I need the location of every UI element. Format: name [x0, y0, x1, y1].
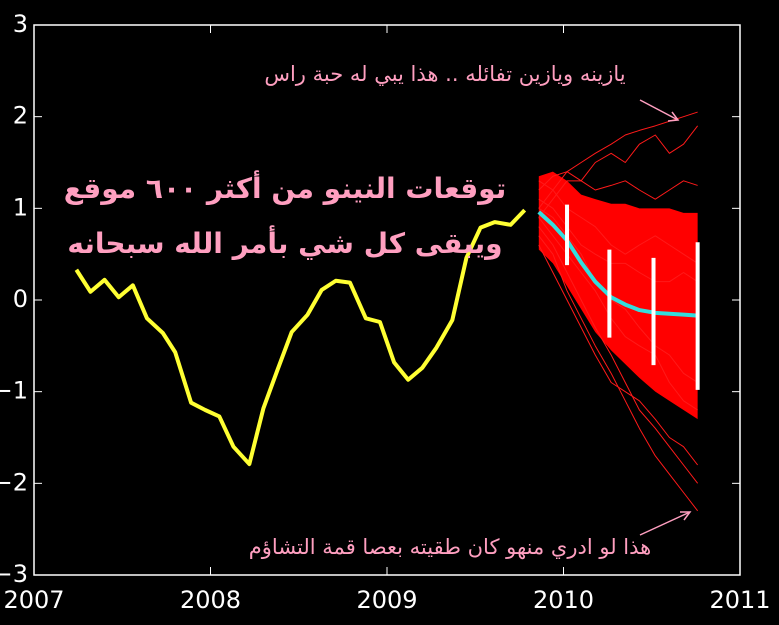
arrow-head — [667, 111, 680, 122]
x-tick-label: 2008 — [180, 586, 241, 614]
y-tick-label: −2 — [0, 468, 28, 496]
arrow — [639, 511, 691, 536]
x-tick-label: 2011 — [709, 586, 770, 614]
annotation: هذا لو ادري منهو كان طقيته بعصا قمة التش… — [249, 535, 651, 559]
y-tick-label: 1 — [13, 193, 28, 221]
y-tick-label: 0 — [13, 285, 28, 313]
arrow-head — [680, 511, 692, 521]
y-tick-label: −1 — [0, 377, 28, 405]
member-line — [538, 226, 699, 484]
member-line — [538, 180, 698, 264]
member-line — [538, 217, 698, 411]
y-tick-label: 3 — [13, 10, 28, 38]
member-line — [538, 244, 699, 466]
member-line — [538, 171, 698, 200]
member-line — [538, 198, 698, 283]
forecast-envelope — [538, 171, 698, 420]
annotation: يازينه ويازين تفائله .. هذا يبي له حبة ر… — [264, 62, 625, 86]
chart-subtitle: ويبقى كل شي بأمر الله سبحانه — [67, 225, 502, 260]
arrows — [639, 99, 692, 536]
x-tick-label: 2010 — [533, 586, 594, 614]
series-line — [74, 208, 527, 467]
x-tick-label: 2009 — [356, 586, 417, 614]
series-line — [537, 210, 698, 318]
chart-title: توقعات النينو من أكثر ٦٠٠ موقع — [64, 170, 506, 205]
y-tick-label: −3 — [0, 560, 28, 588]
arrow — [639, 99, 679, 121]
x-tick-label: 2007 — [3, 586, 64, 614]
member-line — [538, 125, 699, 218]
y-tick-label: 2 — [13, 102, 28, 130]
member-line — [538, 207, 698, 383]
